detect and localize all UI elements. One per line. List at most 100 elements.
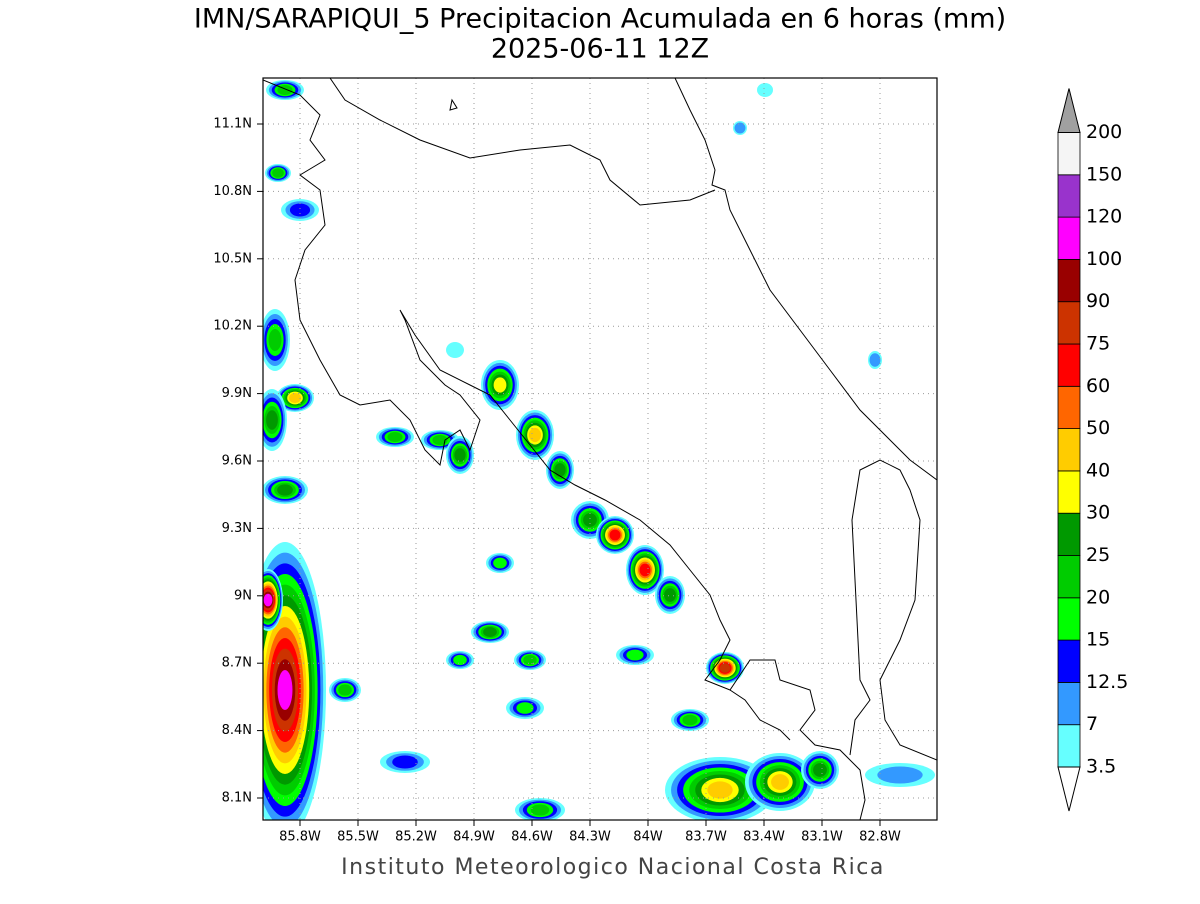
colorbar-box xyxy=(1057,512,1081,556)
colorbar-label: 200 xyxy=(1086,121,1122,143)
rain-contour xyxy=(554,463,566,477)
rain-contour xyxy=(583,513,597,527)
rain-contour xyxy=(757,83,773,97)
y-tick-label: 10.2N xyxy=(213,319,252,334)
colorbar-label: 50 xyxy=(1086,417,1110,439)
colorbar-label: 150 xyxy=(1086,163,1122,185)
rain-contour xyxy=(771,774,789,790)
map-frame xyxy=(262,77,938,821)
colorbar-box xyxy=(1057,597,1081,641)
rain-contour xyxy=(268,329,282,351)
x-tick-label: 85.8W xyxy=(279,830,321,845)
x-tick-label: 83.4W xyxy=(743,830,785,845)
x-tick-label: 85.2W xyxy=(395,830,437,845)
rain-contour xyxy=(530,804,550,816)
x-tick-label: 84.3W xyxy=(569,830,611,845)
rain-contour xyxy=(263,593,273,607)
colorbar-label: 7 xyxy=(1086,713,1098,735)
rain-contour xyxy=(453,654,467,666)
colorbar-label: 120 xyxy=(1086,206,1122,228)
colorbar-below xyxy=(1057,766,1081,812)
x-tick-label: 84W xyxy=(633,830,663,845)
colorbar-label: 60 xyxy=(1086,375,1110,397)
rain-contour xyxy=(387,432,403,442)
rain-contour xyxy=(626,649,644,661)
y-tick-label: 8.4N xyxy=(222,723,252,738)
grid xyxy=(263,78,937,820)
colorbar-label: 3.5 xyxy=(1086,756,1116,778)
rain-contour xyxy=(338,684,352,696)
colorbar: 3.5 7 12.5 15 20 25 30 40 50 60 75 90 100 120 150 200 xyxy=(1057,88,1128,812)
rain-contour xyxy=(869,353,881,367)
colorbar-label: 20 xyxy=(1086,586,1110,608)
colorbar-box xyxy=(1057,132,1081,176)
rain-contour xyxy=(272,168,284,178)
colorbar-label: 100 xyxy=(1086,248,1122,270)
colorbar-above xyxy=(1057,88,1081,133)
colorbar-label: 25 xyxy=(1086,544,1110,566)
x-tick-label: 85.5W xyxy=(337,830,379,845)
y-tick-label: 11.1N xyxy=(213,117,252,132)
colorbar-box xyxy=(1057,343,1081,387)
y-tick-label: 9.3N xyxy=(222,521,252,536)
rain-contour xyxy=(734,122,746,134)
rain-contour xyxy=(664,588,676,602)
colorbar-label: 12.5 xyxy=(1086,671,1128,693)
rain-contour xyxy=(493,557,507,569)
rain-contour xyxy=(289,392,301,404)
rain-contour xyxy=(483,627,497,637)
y-axis: 11.1N 10.8N 10.5N 10.2N 9.9N 9.6N 9.3N 9N 8.7N 8.… xyxy=(213,117,263,806)
x-tick-label: 84.9W xyxy=(453,830,495,845)
y-tick-label: 9.9N xyxy=(222,386,252,401)
x-tick-label: 84.6W xyxy=(511,830,553,845)
subtitle: 2025-06-11 12Z xyxy=(491,34,709,65)
y-tick-label: 9.6N xyxy=(222,454,252,469)
nicaragua-lake xyxy=(329,78,716,206)
rain-contour xyxy=(639,563,651,577)
coastlines xyxy=(263,78,937,820)
colorbar-label: 90 xyxy=(1086,290,1110,312)
colorbar-box xyxy=(1057,555,1081,599)
colorbar-box xyxy=(1057,385,1081,429)
rain-contour xyxy=(877,766,923,784)
rain-contour xyxy=(529,427,541,443)
pacific-coast xyxy=(263,79,866,820)
footer: Instituto Meteorologico Nacional Costa R… xyxy=(341,855,885,880)
colorbar-box xyxy=(1057,301,1081,345)
rain-contour xyxy=(493,377,507,393)
rain-contour xyxy=(682,714,698,726)
rain-contour xyxy=(719,663,731,673)
colorbar-label: 75 xyxy=(1086,333,1110,355)
x-tick-label: 83.1W xyxy=(801,830,843,845)
x-tick-label: 83.7W xyxy=(685,830,727,845)
rain-contour xyxy=(609,529,621,541)
rain-contour xyxy=(277,669,293,711)
y-tick-label: 10.5N xyxy=(213,251,252,266)
x-tick-label: 82.8W xyxy=(859,830,901,845)
y-tick-label: 10.8N xyxy=(213,184,252,199)
colorbar-box xyxy=(1057,682,1081,726)
rain-contour xyxy=(813,763,827,777)
rain-contour xyxy=(523,655,537,665)
colorbar-box xyxy=(1057,639,1081,683)
colorbar-label: 30 xyxy=(1086,502,1110,524)
title: IMN/SARAPIQUI_5 Precipitacion Acumulada … xyxy=(194,4,1006,35)
colorbar-label: 40 xyxy=(1086,459,1110,481)
rain-contour xyxy=(277,484,293,496)
y-tick-label: 8.1N xyxy=(222,791,252,806)
y-tick-label: 9N xyxy=(234,588,252,603)
colorbar-box xyxy=(1057,258,1081,303)
colorbar-box xyxy=(1057,428,1081,472)
island xyxy=(449,98,458,111)
colorbar-box xyxy=(1057,724,1081,768)
colorbar-box xyxy=(1057,216,1081,260)
y-tick-label: 8.7N xyxy=(222,656,252,671)
rain-contour xyxy=(707,781,733,799)
colorbar-box xyxy=(1057,470,1081,514)
x-axis: 85.8W 85.5W 85.2W 84.9W 84.6W 84.3W 84W 83.7W 83… xyxy=(279,820,901,845)
rain-contour xyxy=(516,702,534,714)
precipitation-field xyxy=(263,80,935,820)
rain-contour xyxy=(289,203,311,217)
rain-contour xyxy=(446,342,464,358)
